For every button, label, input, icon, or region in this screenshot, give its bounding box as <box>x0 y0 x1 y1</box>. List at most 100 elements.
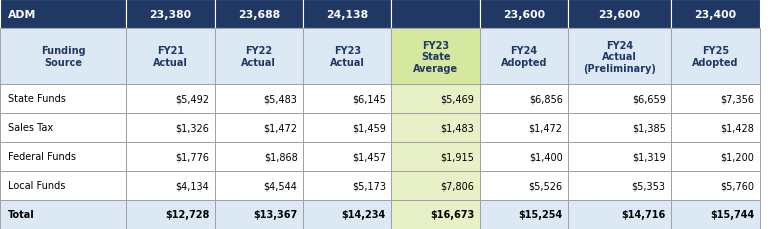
Text: $1,483: $1,483 <box>440 123 474 133</box>
Text: $7,356: $7,356 <box>720 94 754 104</box>
Bar <box>303 200 391 229</box>
Bar <box>303 142 391 171</box>
Text: $1,385: $1,385 <box>632 123 666 133</box>
Text: ADM: ADM <box>8 10 36 20</box>
Text: $6,145: $6,145 <box>352 94 386 104</box>
Text: $5,173: $5,173 <box>352 181 386 191</box>
Bar <box>391 142 480 171</box>
Text: $1,400: $1,400 <box>529 152 563 162</box>
Text: $7,806: $7,806 <box>440 181 474 191</box>
Bar <box>126 142 215 171</box>
Text: $1,428: $1,428 <box>720 123 754 133</box>
Bar <box>126 200 215 229</box>
Text: $5,483: $5,483 <box>264 94 298 104</box>
Text: $5,760: $5,760 <box>720 181 754 191</box>
Bar <box>0 142 126 171</box>
Text: 23,380: 23,380 <box>150 10 191 20</box>
Bar <box>671 171 760 200</box>
Text: FY24
Adopted: FY24 Adopted <box>501 46 547 68</box>
Text: $5,353: $5,353 <box>632 181 666 191</box>
Bar <box>480 113 568 142</box>
Text: 23,400: 23,400 <box>694 10 736 20</box>
Text: $1,868: $1,868 <box>264 152 298 162</box>
Bar <box>391 85 480 113</box>
Bar <box>391 113 480 142</box>
Bar <box>0 29 126 85</box>
Bar <box>671 29 760 85</box>
Text: Total: Total <box>8 210 35 220</box>
Text: $1,457: $1,457 <box>352 152 386 162</box>
Bar <box>126 113 215 142</box>
Bar <box>303 0 391 29</box>
Bar <box>391 29 480 85</box>
Bar <box>671 113 760 142</box>
Bar <box>215 29 303 85</box>
Bar <box>215 85 303 113</box>
Bar <box>215 171 303 200</box>
Text: Funding
Source: Funding Source <box>41 46 85 68</box>
Bar <box>671 142 760 171</box>
Bar <box>126 29 215 85</box>
Bar <box>303 29 391 85</box>
Text: $16,673: $16,673 <box>430 210 474 220</box>
Bar <box>480 142 568 171</box>
Text: $15,744: $15,744 <box>710 210 754 220</box>
Text: $6,856: $6,856 <box>529 94 563 104</box>
Bar <box>568 85 671 113</box>
Text: Sales Tax: Sales Tax <box>8 123 53 133</box>
Text: $1,319: $1,319 <box>632 152 666 162</box>
Text: $12,728: $12,728 <box>165 210 209 220</box>
Bar <box>215 113 303 142</box>
Text: $1,776: $1,776 <box>175 152 209 162</box>
Bar <box>126 171 215 200</box>
Text: $1,200: $1,200 <box>720 152 754 162</box>
Text: $4,134: $4,134 <box>175 181 209 191</box>
Text: $1,472: $1,472 <box>264 123 298 133</box>
Bar <box>568 171 671 200</box>
Bar <box>480 0 568 29</box>
Text: $4,544: $4,544 <box>264 181 298 191</box>
Text: 23,600: 23,600 <box>503 10 545 20</box>
Bar <box>671 85 760 113</box>
Bar <box>215 142 303 171</box>
Text: FY23
Actual: FY23 Actual <box>330 46 364 68</box>
Bar <box>303 171 391 200</box>
Text: FY25
Adopted: FY25 Adopted <box>692 46 739 68</box>
Bar <box>215 200 303 229</box>
Bar <box>0 200 126 229</box>
Bar <box>480 29 568 85</box>
Text: 23,600: 23,600 <box>598 10 641 20</box>
Text: 23,688: 23,688 <box>238 10 280 20</box>
Text: Federal Funds: Federal Funds <box>8 152 76 162</box>
Bar <box>391 171 480 200</box>
Text: State Funds: State Funds <box>8 94 66 104</box>
Text: $1,915: $1,915 <box>440 152 474 162</box>
Text: $14,234: $14,234 <box>342 210 386 220</box>
Text: FY23
State
Average: FY23 State Average <box>413 40 458 74</box>
Text: $1,459: $1,459 <box>352 123 386 133</box>
Text: $5,469: $5,469 <box>440 94 474 104</box>
Bar <box>303 113 391 142</box>
Bar <box>303 85 391 113</box>
Bar <box>480 85 568 113</box>
Text: Local Funds: Local Funds <box>8 181 65 191</box>
Bar <box>568 113 671 142</box>
Text: FY22
Actual: FY22 Actual <box>242 46 277 68</box>
Text: $1,326: $1,326 <box>175 123 209 133</box>
Text: $13,367: $13,367 <box>253 210 298 220</box>
Bar <box>568 142 671 171</box>
Bar <box>568 200 671 229</box>
Text: $5,492: $5,492 <box>175 94 209 104</box>
Bar <box>391 0 480 29</box>
Bar <box>568 29 671 85</box>
Bar <box>671 0 760 29</box>
Bar <box>568 0 671 29</box>
Text: FY24
Actual
(Preliminary): FY24 Actual (Preliminary) <box>583 40 656 74</box>
Bar <box>480 200 568 229</box>
Text: $6,659: $6,659 <box>632 94 666 104</box>
Bar <box>126 0 215 29</box>
Bar <box>215 0 303 29</box>
Text: $15,254: $15,254 <box>518 210 563 220</box>
Text: $1,472: $1,472 <box>529 123 563 133</box>
Text: $14,716: $14,716 <box>622 210 666 220</box>
